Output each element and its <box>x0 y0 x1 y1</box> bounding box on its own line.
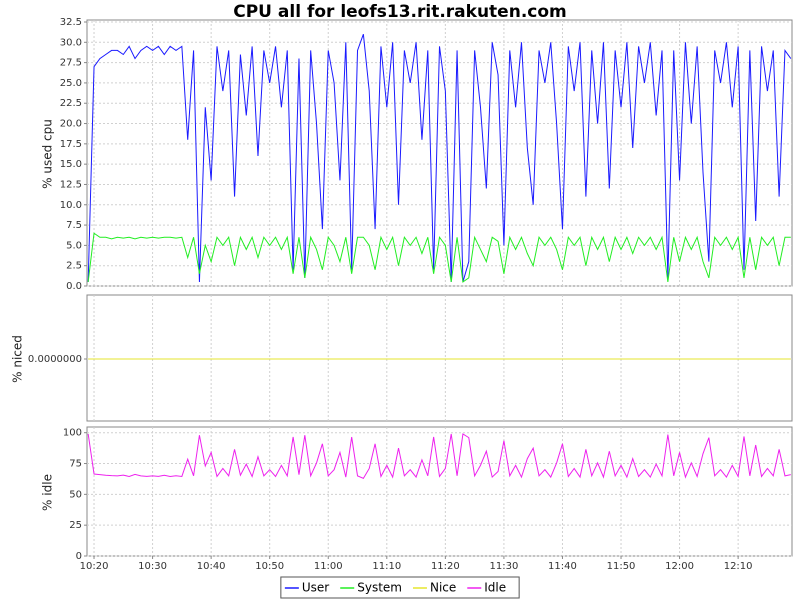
y-axis-label: % niced <box>11 335 25 383</box>
y-tick-label: 22.5 <box>60 98 82 109</box>
series-line <box>87 34 792 283</box>
x-tick-label: 10:30 <box>138 561 167 572</box>
y-tick-label: 2.5 <box>66 261 82 272</box>
x-tick-label: 11:40 <box>548 561 577 572</box>
x-tick-label: 12:10 <box>724 561 753 572</box>
y-tick-label: 30.0 <box>60 37 82 48</box>
x-tick-label: 11:50 <box>607 561 636 572</box>
x-tick-label: 10:40 <box>197 561 226 572</box>
y-tick-label: 25 <box>69 520 82 531</box>
legend-label: User <box>302 581 329 595</box>
legend-label: System <box>357 581 402 595</box>
y-tick-label: 75 <box>69 459 82 470</box>
y-axis-label: % idle <box>41 474 55 511</box>
plot-area <box>86 294 793 422</box>
x-tick-label: 11:10 <box>372 561 401 572</box>
plot-area <box>86 426 793 557</box>
series-line <box>87 433 791 479</box>
y-tick-label: 15.0 <box>60 159 82 170</box>
chart-title: CPU all for leofs13.rit.rakuten.com <box>233 2 567 22</box>
y-tick-label: 20.0 <box>60 119 82 130</box>
legend-label: Nice <box>430 581 456 595</box>
y-tick-label: 0 <box>76 551 82 562</box>
y-tick-label: 17.5 <box>60 139 82 150</box>
y-tick-label: 7.5 <box>66 220 82 231</box>
series-line <box>87 232 791 283</box>
x-tick-label: 10:50 <box>255 561 284 572</box>
legend: User System Nice Idle <box>280 576 520 599</box>
y-tick-label: 10.0 <box>60 200 82 211</box>
y-tick-label: 25.0 <box>60 78 82 89</box>
legend-box <box>280 576 520 599</box>
legend-label: Idle <box>484 581 506 595</box>
x-tick-label: 11:30 <box>489 561 518 572</box>
y-tick-label: 27.5 <box>60 58 82 69</box>
x-tick-label: 10:20 <box>80 561 109 572</box>
y-tick-label: 0.0000000 <box>28 354 82 365</box>
y-axis-label: % used cpu <box>41 119 55 189</box>
y-tick-label: 12.5 <box>60 179 82 190</box>
y-tick-label: 0.0 <box>66 281 82 292</box>
y-tick-label: 100 <box>63 428 82 439</box>
y-tick-label: 50 <box>69 489 82 500</box>
x-tick-label: 12:00 <box>665 561 694 572</box>
y-tick-label: 5.0 <box>66 240 82 251</box>
x-tick-label: 11:00 <box>314 561 343 572</box>
x-tick-label: 11:20 <box>431 561 460 572</box>
y-tick-label: 32.5 <box>60 17 82 28</box>
